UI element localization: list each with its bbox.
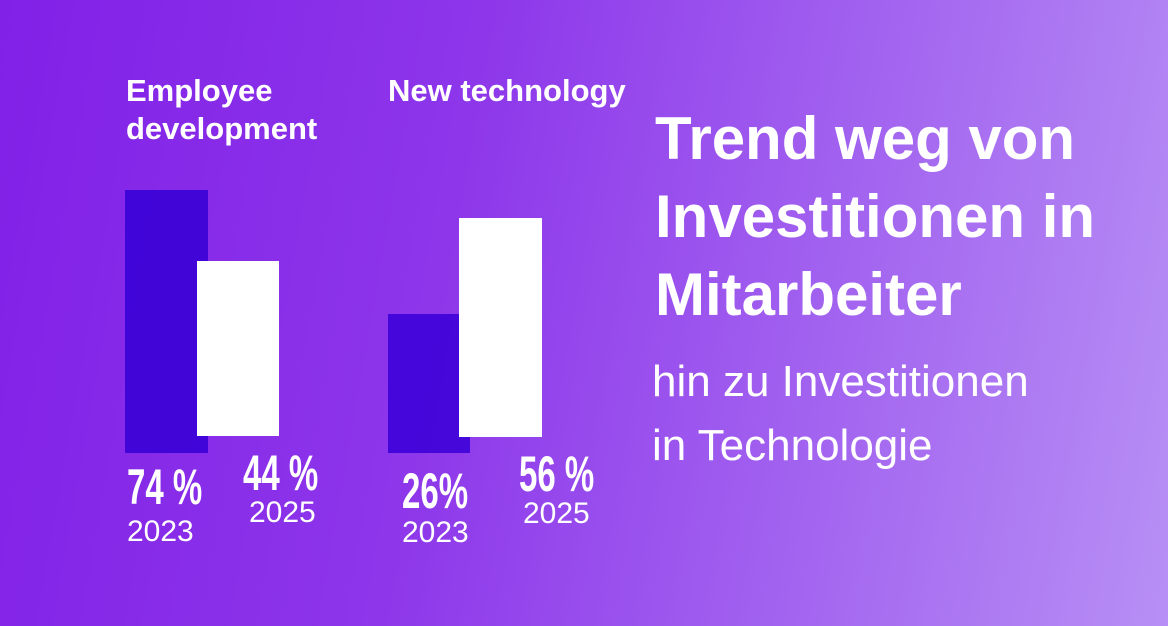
value-label-new-technology-2025: 56 % — [519, 446, 595, 502]
headline-title-line-1: Trend weg von — [655, 105, 1076, 172]
value-label-new-technology-2023: 26% — [402, 463, 469, 519]
year-label-new-technology-2025: 2025 — [523, 497, 590, 530]
year-label-employee-development-2025: 2025 — [249, 496, 316, 529]
headline-subtitle-line-2: in Technologie — [652, 421, 933, 470]
headline-subtitle: hin zu Investitionen in Technologie — [652, 350, 1029, 478]
headline-title-line-2: Investitionen in — [655, 183, 1096, 250]
year-label-new-technology-2023: 2023 — [402, 516, 469, 549]
headline-title: Trend weg von Investitionen in Mitarbeit… — [655, 100, 1095, 334]
bar-new-technology-2023 — [388, 314, 470, 453]
bar-new-technology-2025 — [459, 218, 542, 437]
chart-group-label-new-technology: New technology — [388, 73, 626, 108]
chart-group-label-employee-development: Employee development — [126, 73, 318, 146]
value-label-employee-development-2023: 74 % — [127, 459, 203, 515]
headline-title-line-3: Mitarbeiter — [655, 261, 962, 328]
bar-employee-development-2025 — [197, 261, 279, 436]
headline-subtitle-line-1: hin zu Investitionen — [652, 357, 1029, 406]
value-label-employee-development-2025: 44 % — [243, 445, 319, 501]
year-label-employee-development-2023: 2023 — [127, 515, 194, 548]
bar-employee-development-2023 — [125, 190, 208, 453]
